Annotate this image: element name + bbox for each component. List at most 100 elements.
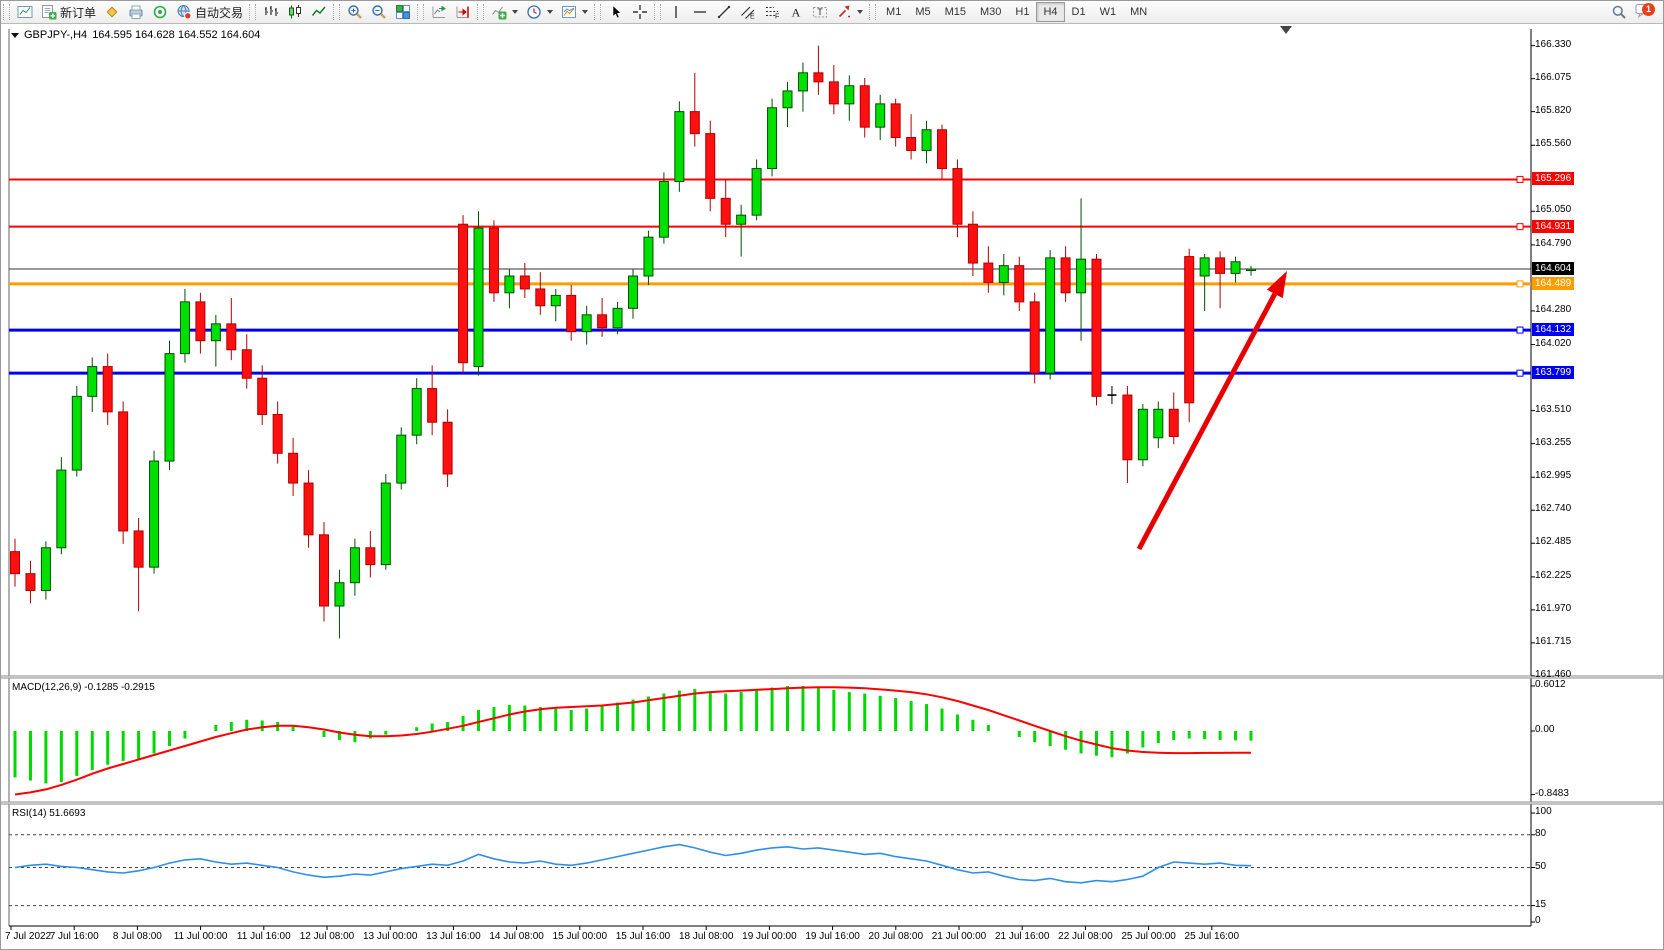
price-tick-label: 163.255 [1535,436,1572,448]
search-button[interactable] [1607,1,1631,23]
price-tick-label: 166.330 [1535,38,1572,50]
bar-chart-button[interactable] [259,1,283,23]
toolbar-grip[interactable] [477,4,485,20]
expert-advisors-button[interactable] [148,1,172,23]
tile-windows-button[interactable] [391,1,415,23]
svg-text:E: E [750,14,755,21]
notifications-button[interactable]: 1 [1631,1,1661,23]
auto-scroll-button[interactable] [427,1,451,23]
level-line-handle [1516,369,1524,377]
price-tick-label: 162.740 [1535,503,1572,515]
tf-d1-button[interactable]: D1 [1065,2,1093,22]
chevron-down-icon[interactable] [582,10,589,14]
time-tick-label: 13 Jul 00:00 [362,931,418,942]
trend-arrow-head [1266,271,1287,299]
chart-shift-marker[interactable] [1280,26,1292,34]
autotrading-button[interactable]: 自动交易 [172,1,247,23]
tf-m30-button[interactable]: M30 [973,2,1008,22]
chevron-down-icon[interactable] [857,10,864,14]
toolbar-right-area: 1 [1607,1,1663,23]
autotrade-globe-icon [177,5,192,20]
rsi-axis-label: 80 [1535,827,1547,839]
time-tick-label: 20 Jul 08:00 [868,931,924,942]
price-tick-label: 161.970 [1535,602,1572,614]
label-t-icon: T [813,7,828,18]
toolbar-grip[interactable] [3,4,10,20]
time-tick-label: 11 Jul 16:00 [236,931,291,942]
chart-dropdown-icon[interactable] [11,32,19,38]
zoom-out-button[interactable] [367,1,391,23]
toolbar-grip[interactable] [869,4,877,20]
chart-mini-icon [17,6,33,18]
level-line-handle [1516,280,1524,288]
time-tick-label: 7 Jul 16:00 [49,931,99,942]
toolbar-grip[interactable] [594,4,602,20]
fibo-icon: F [766,7,779,20]
chevron-down-icon[interactable] [547,10,554,14]
chart-shift-button[interactable] [451,1,475,23]
profile-button[interactable] [100,1,124,23]
arrows-button[interactable] [832,1,867,23]
text-button[interactable]: A [784,1,808,23]
candles-chart-icon [289,5,302,19]
time-tick-label: 21 Jul 16:00 [994,931,1050,942]
horizontal-line-button[interactable] [688,1,712,23]
templates-button[interactable] [557,1,592,23]
zoom-in-button[interactable] [343,1,367,23]
indicators-button[interactable] [487,1,522,23]
symbol-period-label: GBPJPY-,H4 [24,29,88,41]
vertical-line-button[interactable] [664,1,688,23]
chart-mini-icon[interactable] [13,1,37,23]
level-price-badge: 163.799 [1532,366,1575,380]
chevron-down-icon[interactable] [512,10,519,14]
macd-signal-line [14,686,1251,796]
rsi-axis-label: 0 [1535,915,1541,926]
print-preview-button[interactable] [124,1,148,23]
tf-m15-button[interactable]: M15 [938,2,973,22]
time-tick-label: 7 Jul 2022 [5,931,52,942]
periods-button[interactable] [522,1,557,23]
tf-mn-button[interactable]: MN [1123,2,1154,22]
toolbar-grip[interactable] [333,4,341,20]
search-icon [1612,5,1626,19]
print-preview-icon [129,5,143,19]
tf-h4-button[interactable]: H4 [1036,2,1065,22]
line-chart-button[interactable] [307,1,331,23]
time-tick-label: 25 Jul 00:00 [1121,931,1176,942]
new-order-button[interactable]: 新订单 [37,1,100,23]
tf-w1-button[interactable]: W1 [1093,2,1124,22]
rsi-axis-label: 100 [1535,806,1552,817]
price-tick-label: 164.790 [1535,237,1572,249]
bars-chart-icon [265,6,279,16]
chart-canvas[interactable] [1,23,1664,950]
label-button[interactable]: T [808,1,832,23]
fibonacci-button[interactable]: F [760,1,784,23]
rsi-axis-label: 50 [1535,860,1547,872]
add-indicator-icon [492,6,507,20]
expert-signal-icon [153,5,167,19]
tf-h1-button-label: H1 [1015,6,1030,18]
crosshair-button[interactable] [628,1,652,23]
candlestick-chart-button[interactable] [283,1,307,23]
tf-h1-button[interactable]: H1 [1008,2,1036,22]
tf-h4-button-label: H4 [1043,6,1058,18]
time-tick-label: 19 Jul 00:00 [742,931,797,942]
trendline-button[interactable] [712,1,736,23]
equidistant-channel-button[interactable]: E [736,1,760,23]
trend-arrow-annotation[interactable] [1136,292,1277,551]
cursor-button[interactable] [604,1,628,23]
ohlc-values: 164.595 164.628 164.552 164.604 [92,29,261,41]
zoom-out-icon [372,5,386,19]
toolbar-grip[interactable] [249,4,257,20]
chart-window: GBPJPY-,H4 164.595 164.628 164.552 164.6… [1,23,1664,950]
price-tick-label: 165.050 [1535,204,1572,216]
toolbar-grip[interactable] [654,4,662,20]
toolbar-grip[interactable] [417,4,425,20]
tf-m1-button[interactable]: M1 [879,2,908,22]
time-tick-label: 11 Jul 00:00 [173,931,228,942]
rsi-indicator-label: RSI(14) 51.6693 [12,808,86,819]
time-tick-label: 15 Jul 16:00 [615,931,671,942]
tf-d1-button-label: D1 [1071,6,1086,18]
tf-m5-button[interactable]: M5 [908,2,937,22]
